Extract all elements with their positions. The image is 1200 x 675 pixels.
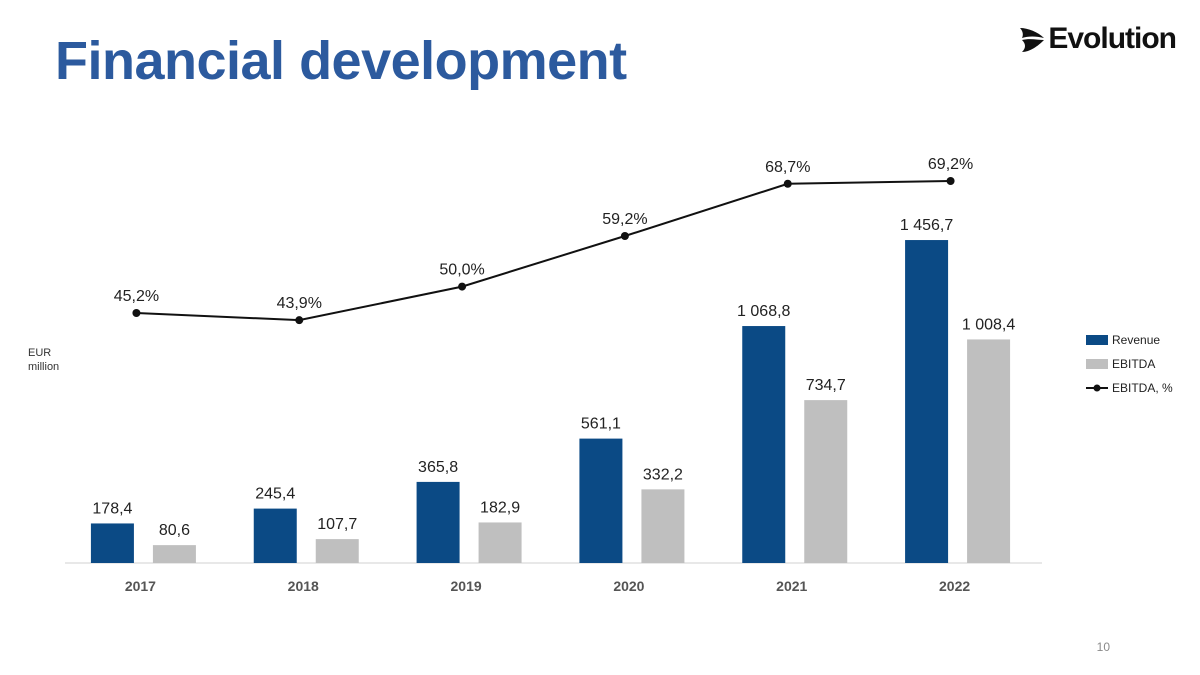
legend-item-ebitda-margin: EBITDA, %: [1086, 376, 1173, 400]
legend-swatch-ebitda: [1086, 359, 1108, 369]
label-ebitda-margin-2022: 69,2%: [928, 156, 973, 173]
bar-revenue-2018: [253, 508, 297, 563]
evolution-logo: Evolution: [1018, 22, 1177, 56]
label-ebitda-2022: 1 008,4: [962, 316, 1015, 333]
label-ebitda-2018: 107,7: [317, 516, 357, 533]
legend-label-ebitda: EBITDA: [1112, 357, 1156, 371]
legend-label-revenue: Revenue: [1112, 333, 1161, 347]
label-ebitda-2019: 182,9: [480, 499, 520, 516]
chart-legend: Revenue EBITDA EBITDA, %: [1086, 328, 1173, 400]
bar-ebitda-2022: [967, 339, 1011, 563]
bar-revenue-2021: [742, 326, 786, 563]
x-tick-2017: 2017: [125, 578, 156, 594]
x-tick-2021: 2021: [776, 578, 807, 594]
bar-ebitda-2018: [315, 539, 359, 563]
bar-revenue-2020: [579, 438, 623, 563]
point-ebitda-margin-2017: [132, 309, 141, 317]
bar-ebitda-2019: [478, 522, 522, 563]
legend-swatch-revenue: [1086, 335, 1108, 345]
bar-revenue-2022: [905, 240, 949, 563]
point-ebitda-margin-2018: [295, 316, 304, 325]
label-ebitda-margin-2018: 43,9%: [277, 295, 322, 312]
page-title: Financial development: [55, 31, 627, 91]
point-ebitda-margin-2020: [620, 232, 629, 240]
page-number: 10: [1096, 640, 1110, 654]
label-revenue-2021: 1 068,8: [737, 303, 790, 320]
label-ebitda-margin-2021: 68,7%: [765, 159, 810, 176]
x-tick-2018: 2018: [288, 578, 319, 594]
label-revenue-2018: 245,4: [255, 486, 295, 503]
x-tick-2020: 2020: [613, 578, 644, 594]
label-revenue-2017: 178,4: [92, 500, 132, 517]
point-ebitda-margin-2021: [783, 179, 792, 188]
label-ebitda-margin-2017: 45,2%: [114, 288, 159, 305]
label-revenue-2022: 1 456,7: [900, 217, 953, 234]
x-tick-2019: 2019: [451, 578, 482, 594]
logo-text: Evolution: [1048, 22, 1177, 55]
bar-ebitda-2020: [641, 489, 685, 563]
bar-revenue-2019: [416, 481, 460, 563]
bar-ebitda-2021: [804, 400, 848, 563]
legend-item-ebitda: EBITDA: [1086, 352, 1173, 376]
legend-line-ebitda-margin: [1086, 384, 1108, 392]
bar-revenue-2017: [90, 523, 134, 563]
line-ebitda-margin: [136, 180, 951, 322]
label-revenue-2019: 365,8: [418, 459, 458, 476]
x-tick-2022: 2022: [939, 578, 970, 594]
evolution-logo-icon: [1020, 28, 1045, 52]
legend-label-ebitda-margin: EBITDA, %: [1112, 381, 1173, 395]
label-ebitda-margin-2020: 59,2%: [602, 211, 647, 228]
label-ebitda-2021: 734,7: [806, 377, 846, 394]
label-revenue-2020: 561,1: [581, 416, 621, 433]
label-ebitda-2017: 80,6: [159, 522, 190, 539]
label-ebitda-2020: 332,2: [643, 466, 683, 483]
label-ebitda-margin-2019: 50,0%: [439, 262, 484, 279]
unit-label: EUR million: [28, 347, 60, 373]
legend-item-revenue: Revenue: [1086, 328, 1173, 352]
point-ebitda-margin-2022: [946, 177, 955, 185]
bar-ebitda-2017: [152, 545, 196, 563]
point-ebitda-margin-2019: [458, 282, 467, 291]
